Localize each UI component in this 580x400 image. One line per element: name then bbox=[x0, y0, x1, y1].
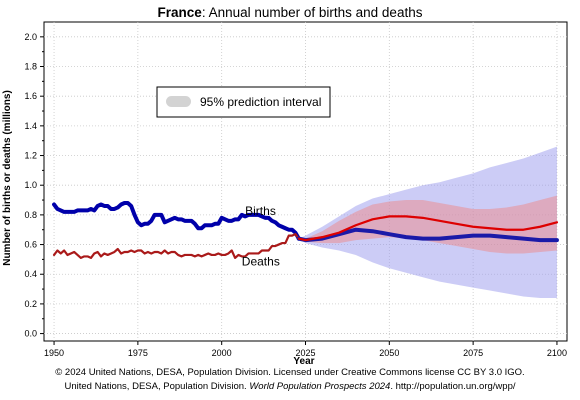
legend-swatch bbox=[166, 96, 191, 107]
axis-ticks: 1950 1975 2000 2025 2050 2075 2100 0.0 0.2 0.4 0.6… bbox=[24, 32, 566, 358]
series-line bbox=[296, 227, 559, 243]
y-tick-label: 0.8 bbox=[24, 210, 37, 220]
x-tick-label: 2100 bbox=[547, 348, 567, 358]
series-lines bbox=[52, 201, 559, 260]
x-tick-label: 2025 bbox=[295, 348, 315, 358]
y-tick-label: 0.0 bbox=[24, 329, 37, 339]
x-tick-label: 2075 bbox=[463, 348, 483, 358]
x-tick-label: 1975 bbox=[128, 348, 148, 358]
chart-title-country: France bbox=[158, 5, 203, 20]
y-tick-label: 1.8 bbox=[24, 62, 37, 72]
legend: 95% prediction interval bbox=[156, 86, 331, 118]
y-tick-label: 0.4 bbox=[24, 269, 37, 279]
series-annotation: Deaths bbox=[242, 254, 280, 268]
footer-citation: United Nations, DESA, Population Divisio… bbox=[0, 380, 580, 393]
y-tick-label: 0.2 bbox=[24, 299, 37, 309]
series-annotation: Births bbox=[245, 204, 276, 218]
footer-citation-url: . http://population.un.org/wpp/ bbox=[390, 381, 516, 392]
prediction-bands bbox=[298, 146, 557, 298]
series-annotations: Births Deaths bbox=[242, 204, 280, 268]
series-line bbox=[52, 233, 300, 260]
y-axis-title: Number of births or deaths (millions) bbox=[2, 90, 13, 266]
chart-title: France: Annual number of births and deat… bbox=[158, 5, 423, 20]
footer-citation-prefix: United Nations, DESA, Population Divisio… bbox=[64, 381, 250, 392]
x-tick-label: 2050 bbox=[379, 348, 399, 358]
y-tick-label: 2.0 bbox=[24, 32, 37, 42]
series-line bbox=[52, 201, 301, 241]
series-line bbox=[297, 215, 559, 242]
x-axis-title: Year bbox=[293, 356, 314, 367]
y-tick-label: 1.0 bbox=[24, 180, 37, 190]
legend-label: 95% prediction interval bbox=[200, 95, 321, 109]
y-tick-label: 0.6 bbox=[24, 240, 37, 250]
x-tick-label: 2000 bbox=[212, 348, 232, 358]
footer-citation-title: World Population Prospects 2024 bbox=[249, 381, 391, 392]
chart-title-rest: : Annual number of births and deaths bbox=[202, 5, 423, 20]
prediction-band bbox=[298, 195, 557, 254]
x-tick-label: 1950 bbox=[44, 348, 64, 358]
footer-copyright: © 2024 United Nations, DESA, Population … bbox=[55, 367, 525, 378]
y-tick-label: 1.6 bbox=[24, 91, 37, 101]
y-tick-label: 1.4 bbox=[24, 121, 37, 131]
y-tick-label: 1.2 bbox=[24, 151, 37, 161]
